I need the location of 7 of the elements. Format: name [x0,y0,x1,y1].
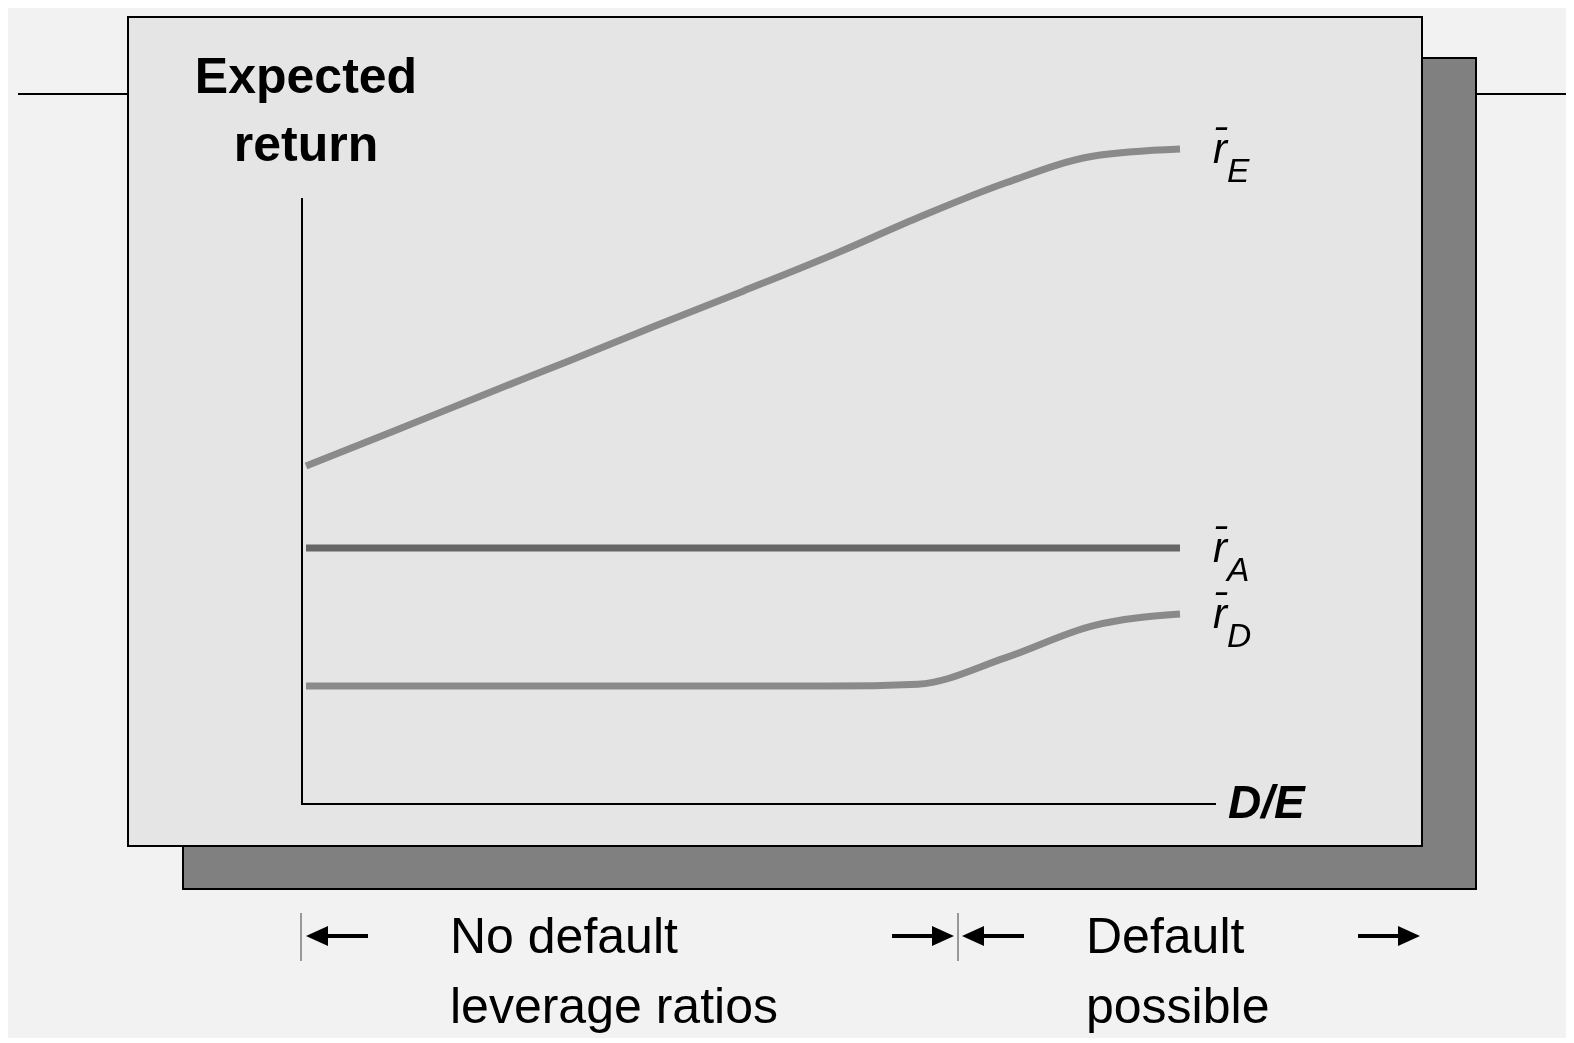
x-axis-title: D/E [1228,776,1306,828]
series-label: r̄$_{A}$ [1213,523,1250,588]
y-axis-title: Expected return [194,48,418,172]
series-label: r̄$_{D}$ [1213,590,1252,654]
series-label: r̄$_{E}$ [1213,125,1250,189]
text: No default leverage ratios [450,908,778,1034]
text: Default possible [1086,908,1270,1034]
